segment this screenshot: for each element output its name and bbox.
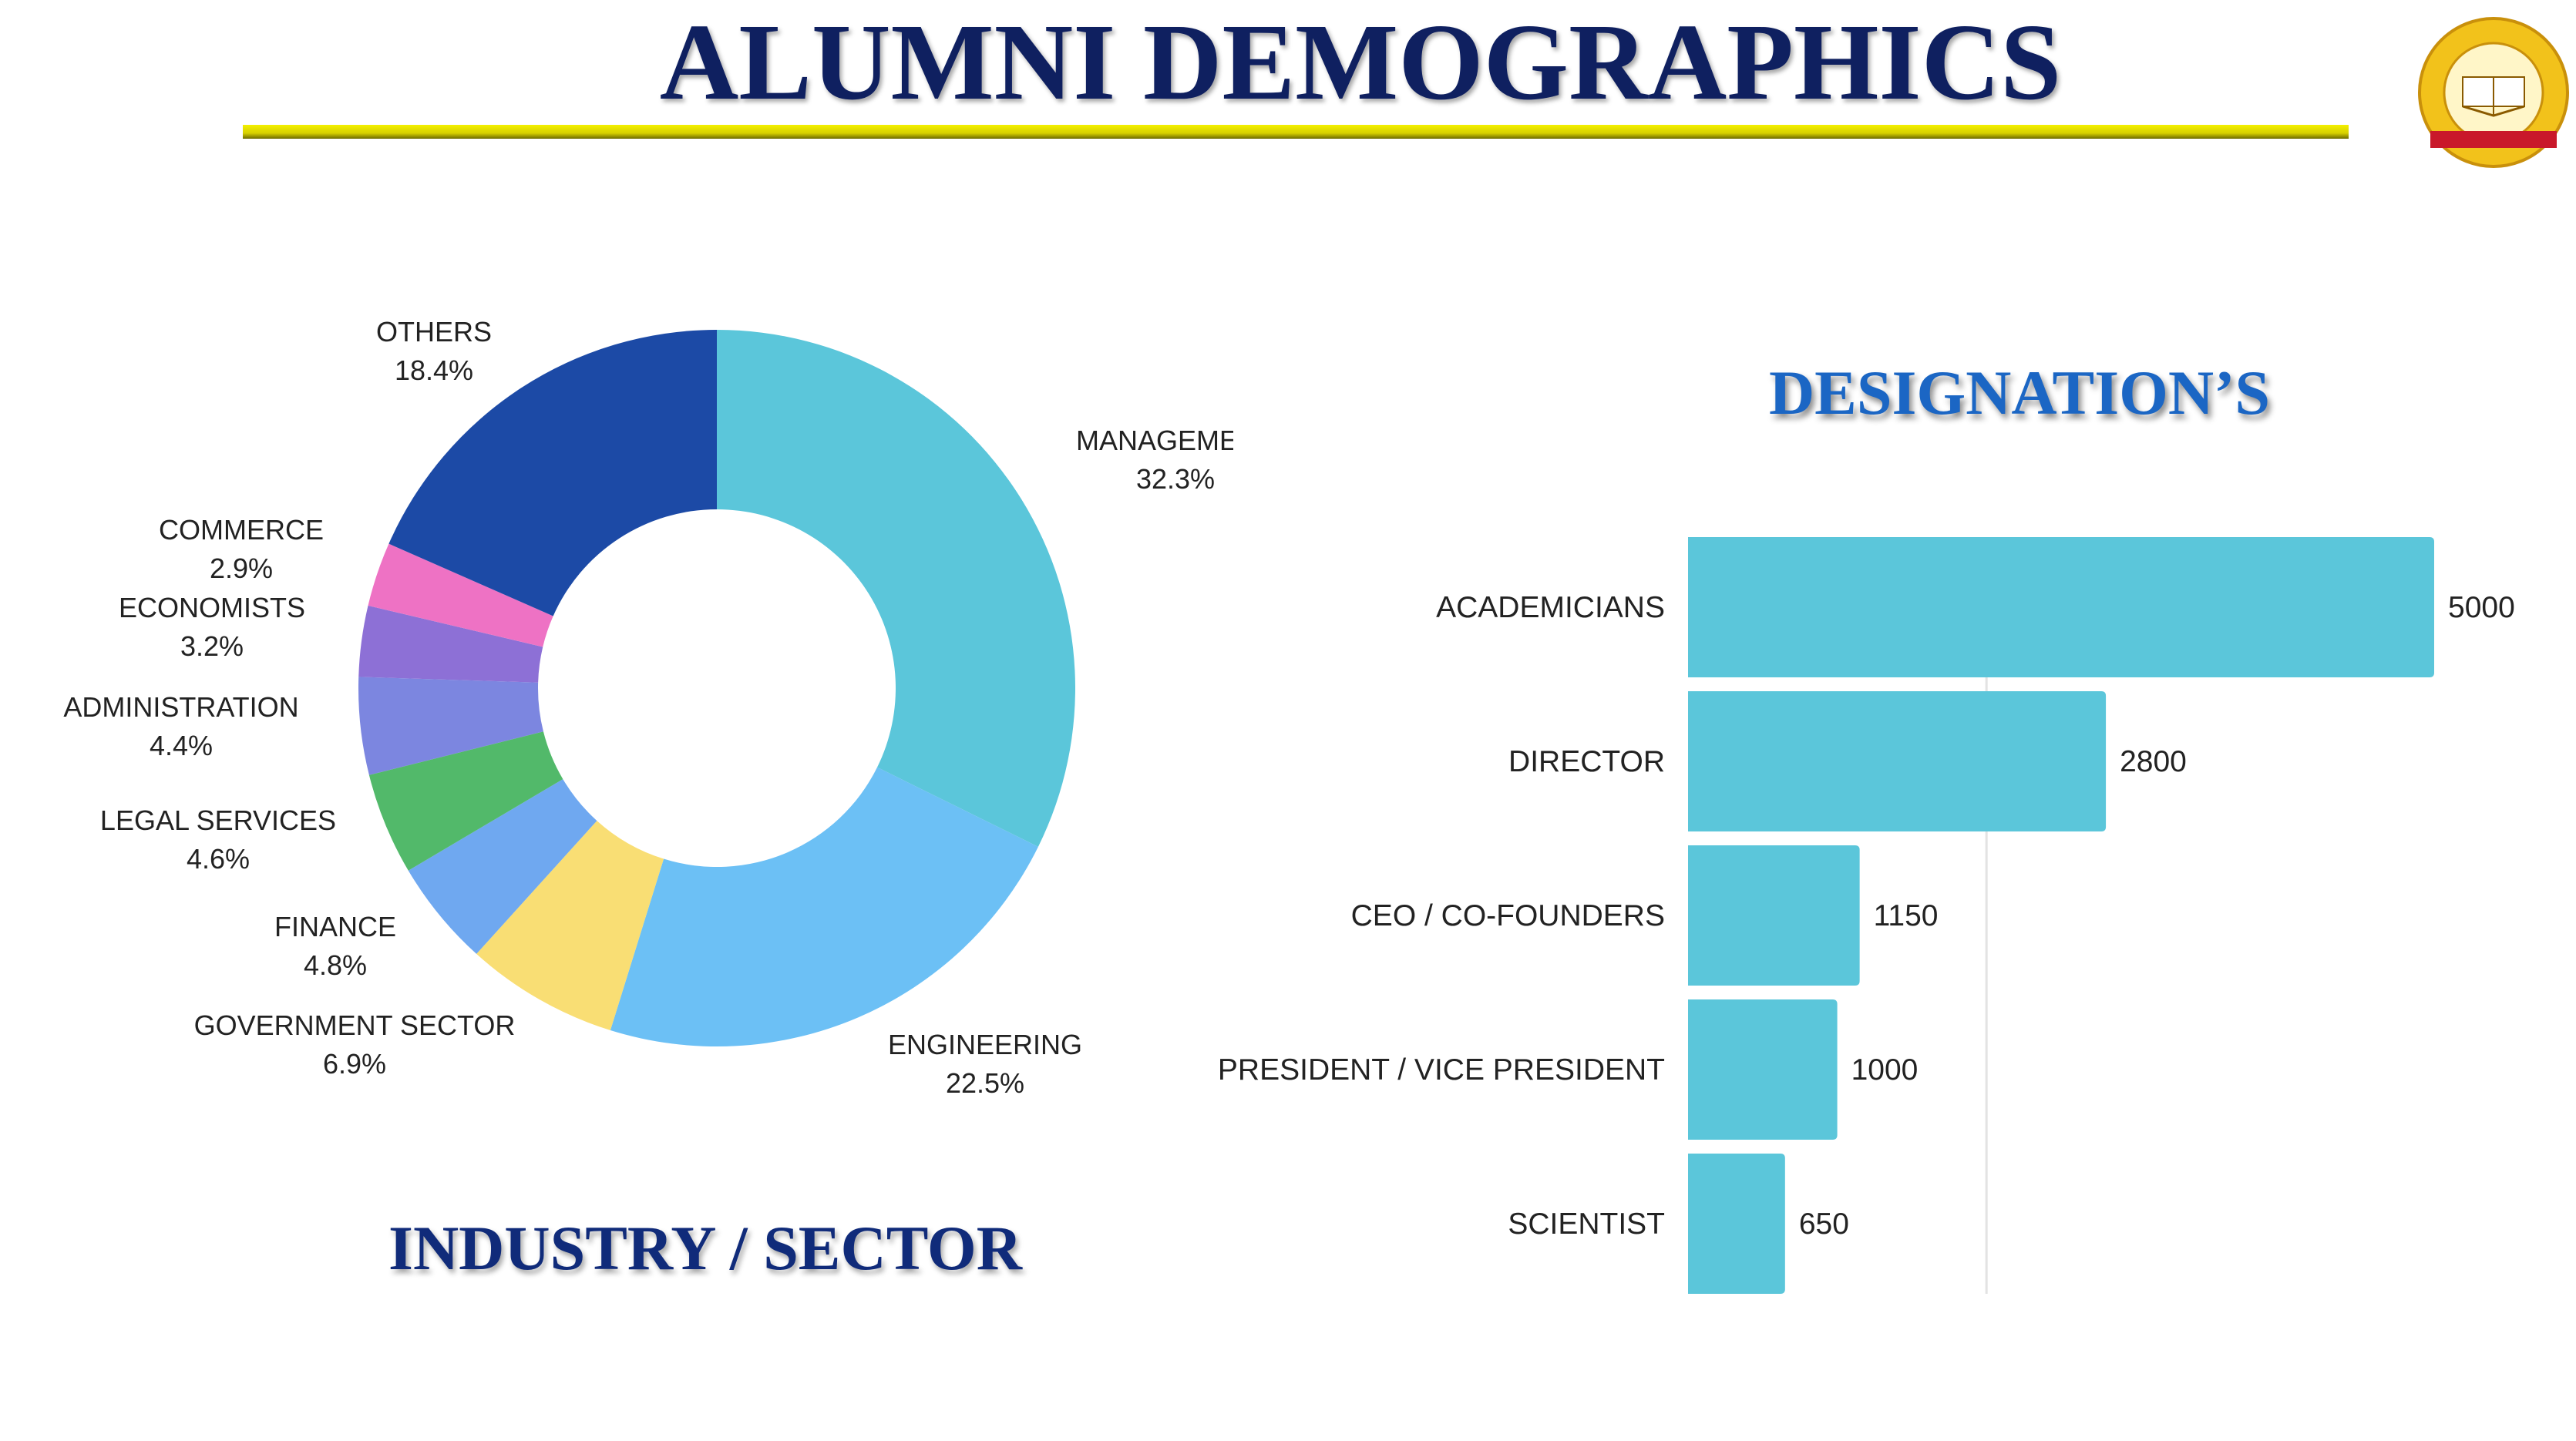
donut-label-administration: ADMINISTRATION bbox=[63, 691, 298, 723]
donut-slice-management bbox=[717, 330, 1075, 847]
bar-value-label-scientist: 650 bbox=[1799, 1208, 1849, 1241]
donut-label-others: OTHERS bbox=[376, 316, 492, 348]
donut-label-economists: ECONOMISTS bbox=[119, 592, 305, 623]
bar-value-label-president-vice-president: 1000 bbox=[1851, 1053, 1919, 1087]
bar-academicians bbox=[1688, 537, 2434, 677]
industry-donut-chart: MANAGEMENT 32.3% ENGINEERING 22.5% GOVERNMEN… bbox=[63, 316, 1233, 1099]
bar-category-label-academicians: ACADEMICIANS bbox=[1436, 591, 1665, 624]
title-underline bbox=[243, 125, 2349, 139]
bar-ceo-co-founders bbox=[1688, 845, 1860, 986]
industry-chart-title: INDUSTRY / SECTOR bbox=[388, 1213, 1022, 1283]
bar-president-vice-president bbox=[1688, 999, 1838, 1140]
donut-slice-commerce bbox=[368, 543, 553, 647]
donut-value-legal-services: 4.6% bbox=[187, 843, 250, 875]
bar-value-label-ceo-co-founders: 1150 bbox=[1874, 899, 1939, 932]
donut-value-administration: 4.4% bbox=[150, 730, 213, 761]
bar-category-label-scientist: SCIENTIST bbox=[1508, 1208, 1665, 1241]
donut-slice-economists bbox=[358, 605, 543, 683]
bar-value-label-director: 2800 bbox=[2120, 745, 2187, 778]
bar-category-label-director: DIRECTOR bbox=[1508, 745, 1665, 778]
designation-chart-title: DESIGNATION’S bbox=[1768, 358, 2271, 428]
bar-value-label-academicians: 5000 bbox=[2448, 591, 2515, 624]
donut-slice-engineering bbox=[610, 767, 1038, 1046]
donut-slice-government-sector bbox=[476, 821, 664, 1031]
donut-slice-others bbox=[388, 329, 717, 616]
bar-director bbox=[1688, 691, 2107, 831]
donut-label-finance: FINANCE bbox=[274, 911, 396, 942]
donut-label-management: MANAGEMENT bbox=[1076, 425, 1233, 456]
donut-value-others: 18.4% bbox=[395, 354, 473, 386]
bar-category-label-ceo-co-founders: CEO / CO-FOUNDERS bbox=[1351, 899, 1665, 932]
donut-label-engineering: ENGINEERING bbox=[888, 1029, 1082, 1060]
page-title: ALUMNI DEMOGRAPHICS bbox=[659, 1, 2062, 123]
donut-value-government-sector: 6.9% bbox=[323, 1048, 386, 1080]
donut-label-legal-services: LEGAL SERVICES bbox=[100, 804, 336, 836]
bar-category-label-president-vice-president: PRESIDENT / VICE PRESIDENT bbox=[1218, 1053, 1665, 1087]
donut-value-engineering: 22.5% bbox=[946, 1067, 1024, 1099]
donut-label-government-sector: GOVERNMENT SECTOR bbox=[194, 1009, 516, 1041]
donut-value-commerce: 2.9% bbox=[210, 553, 273, 584]
donut-value-economists: 3.2% bbox=[180, 630, 244, 662]
donut-slice-administration bbox=[358, 677, 543, 775]
donut-value-management: 32.3% bbox=[1136, 463, 1215, 495]
donut-value-finance: 4.8% bbox=[304, 949, 367, 981]
bar-scientist bbox=[1688, 1154, 1785, 1294]
donut-slice-finance bbox=[408, 779, 597, 954]
university-logo bbox=[2418, 17, 2569, 168]
donut-label-commerce: COMMERCE bbox=[159, 514, 324, 546]
donut-slice-legal-services bbox=[368, 731, 563, 871]
